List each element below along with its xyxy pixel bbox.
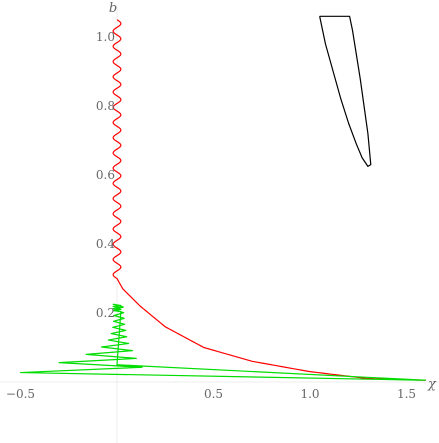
tick-labels: −0.5 0.5 1.0 1.5 0.2 0.4 0.6 0.8 1.0 [6,30,416,401]
y-axis-label: b [109,1,117,16]
x-tick-label: −0.5 [6,387,35,401]
y-tick-label: 1.0 [96,30,115,44]
series-line [112,19,426,381]
x-tick-label: 1.0 [300,387,319,401]
series-line [319,15,372,167]
y-tick-label: 0.8 [96,99,115,113]
x-tick-label: 0.5 [204,387,223,401]
axes [0,5,439,443]
y-tick-label: 0.4 [96,237,115,251]
y-tick-label: 0.6 [96,168,115,182]
x-axis-label: χ [427,377,437,392]
series-group [19,15,426,381]
x-tick-label: 1.5 [397,387,416,401]
series-line [19,303,426,381]
y-tick-label: 0.2 [96,306,115,320]
